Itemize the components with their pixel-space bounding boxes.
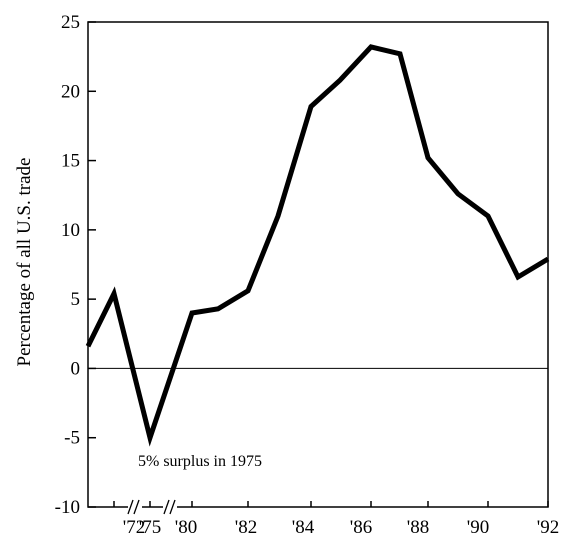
x-tick-label: '92 (537, 517, 559, 538)
x-tick-label: '84 (292, 517, 315, 538)
data-line (85, 44, 550, 447)
y-tick-label: -5 (64, 428, 80, 449)
y-tick-label: -10 (55, 497, 80, 518)
y-tick-label: 15 (61, 151, 80, 172)
x-tick-label: '82 (235, 517, 257, 538)
x-tick-label: '75 (139, 517, 161, 538)
axis-breaks (127, 499, 177, 515)
y-tick-label: 20 (61, 81, 80, 102)
x-tick-label: '88 (407, 517, 429, 538)
y-tick-label: 25 (61, 12, 80, 33)
x-tick-label: '72 (123, 517, 145, 538)
x-tick-label: '86 (350, 517, 372, 538)
y-tick-label: 5 (71, 289, 81, 310)
y-axis-label: Percentage of all U.S. trade (14, 158, 35, 367)
y-tick-label: 10 (61, 220, 80, 241)
x-tick-label: '80 (175, 517, 197, 538)
x-tick-label: '90 (467, 517, 489, 538)
plot-frame (87, 21, 549, 508)
y-tick-label: 0 (71, 358, 81, 379)
annotation: 5% surplus in 1975 (138, 453, 262, 470)
